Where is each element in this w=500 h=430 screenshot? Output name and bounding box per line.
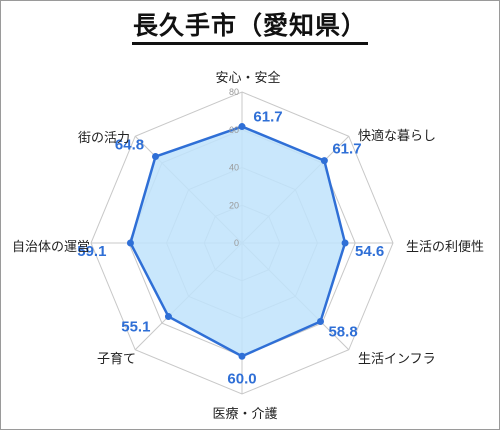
data-point bbox=[238, 123, 246, 131]
chart-title: 長久手市（愛知県） bbox=[132, 11, 367, 40]
category-label: 生活インフラ bbox=[358, 352, 436, 367]
category-label: 生活の利便性 bbox=[406, 240, 484, 255]
category-label: 子育て bbox=[97, 351, 136, 367]
data-point bbox=[316, 317, 324, 325]
value-label: 60.0 bbox=[227, 370, 256, 387]
label-layer: 0 20 40 60 80 61.7 61.7 54.6 58.8 60.0 55.1 59.1 64.… bbox=[12, 70, 484, 422]
category-label: 街の活力 bbox=[78, 131, 130, 146]
data-point bbox=[320, 157, 328, 165]
tick-label: 60 bbox=[229, 125, 239, 135]
tick-label: 0 bbox=[234, 238, 239, 248]
value-label: 54.6 bbox=[355, 243, 384, 260]
value-label: 61.7 bbox=[253, 109, 282, 126]
data-point bbox=[152, 153, 160, 161]
data-point bbox=[341, 239, 349, 247]
value-label: 59.1 bbox=[77, 243, 106, 260]
category-label: 自治体の運営 bbox=[12, 240, 90, 255]
data-point bbox=[164, 313, 172, 321]
value-label: 61.7 bbox=[332, 141, 361, 158]
tick-label: 80 bbox=[229, 87, 239, 97]
value-label: 55.1 bbox=[121, 319, 150, 336]
tick-label: 40 bbox=[229, 163, 239, 173]
category-label: 医療・介護 bbox=[212, 406, 277, 422]
value-label: 58.8 bbox=[328, 323, 357, 340]
category-label: 快適な暮らし bbox=[358, 128, 436, 144]
data-point bbox=[126, 239, 134, 247]
title-underline bbox=[132, 42, 368, 45]
data-point-layer bbox=[126, 123, 349, 360]
tick-label: 20 bbox=[229, 200, 239, 210]
data-point bbox=[238, 352, 246, 360]
category-label: 安心・安全 bbox=[215, 70, 280, 86]
value-label: 64.8 bbox=[115, 137, 144, 154]
